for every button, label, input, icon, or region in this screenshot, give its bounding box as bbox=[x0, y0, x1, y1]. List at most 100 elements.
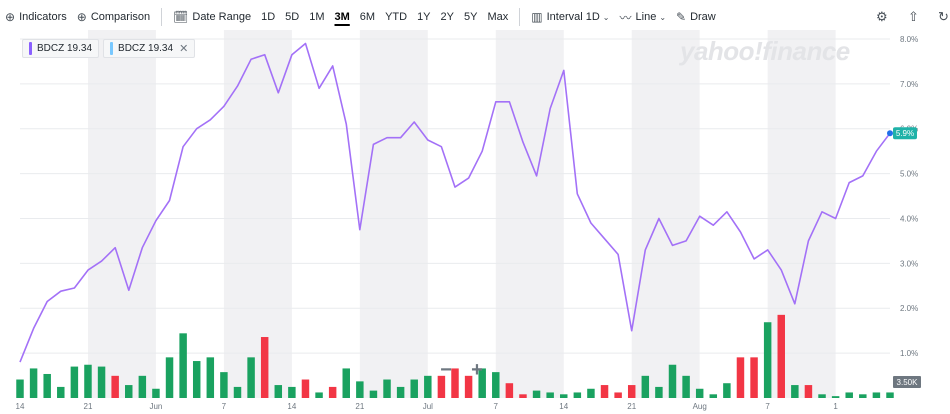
horizontal-gridlines bbox=[20, 38, 890, 354]
x-tick-label: Jul bbox=[423, 402, 433, 411]
candles-icon: ▥ bbox=[531, 10, 543, 24]
volume-bar bbox=[818, 394, 826, 398]
y-axis-ticks: 8.0%7.0%6.0%5.0%4.0%3.0%2.0%1.0% bbox=[900, 35, 918, 358]
indicators-button[interactable]: ⊕ Indicators bbox=[0, 6, 72, 28]
volume-bar bbox=[804, 385, 813, 398]
volume-bar bbox=[274, 385, 283, 398]
x-tick-label: 7 bbox=[222, 402, 227, 411]
plus-circle-icon: ⊕ bbox=[76, 10, 87, 24]
interval-dropdown[interactable]: ▥ Interval 1D ⌄ bbox=[526, 6, 614, 28]
volume-bar bbox=[342, 368, 350, 398]
date-range-button[interactable]: 🗓 Date Range bbox=[168, 6, 256, 28]
x-tick-label: 14 bbox=[559, 402, 568, 411]
x-tick-label: 7 bbox=[765, 402, 770, 411]
interval-value: 1D bbox=[585, 11, 600, 23]
volume-bar bbox=[437, 375, 446, 398]
price-line bbox=[19, 42, 893, 363]
range-ytd[interactable]: YTD bbox=[385, 11, 408, 23]
range-3m[interactable]: 3M bbox=[334, 11, 350, 23]
volume-bar bbox=[668, 364, 677, 398]
series-legend: BDCZ 19.34 BDCZ 19.34 ✕ bbox=[22, 39, 196, 58]
volume-bar bbox=[627, 385, 636, 398]
comparison-button[interactable]: ⊕ Comparison bbox=[72, 6, 155, 28]
volume-bar bbox=[505, 383, 514, 398]
draw-button[interactable]: ✎ Draw bbox=[671, 6, 721, 28]
y-tick-label: 5.0% bbox=[900, 170, 918, 179]
x-tick-label: 1 bbox=[833, 402, 838, 411]
volume-bar bbox=[328, 386, 337, 398]
volume-bar bbox=[532, 390, 541, 398]
volume-bar bbox=[315, 392, 323, 398]
range-1d[interactable]: 1D bbox=[261, 11, 276, 23]
volume-bar bbox=[736, 357, 745, 398]
last-price-badge: 5.9% bbox=[896, 129, 914, 138]
x-tick-label: Jun bbox=[149, 402, 162, 411]
volume-bar bbox=[763, 322, 772, 398]
volume-bar bbox=[152, 388, 160, 398]
volume-bar bbox=[220, 372, 228, 398]
x-tick-label: 21 bbox=[355, 402, 364, 411]
range-1y[interactable]: 1Y bbox=[417, 11, 431, 23]
volume-bar bbox=[831, 396, 840, 398]
volume-bar bbox=[410, 379, 418, 398]
legend-label: BDCZ 19.34 bbox=[118, 43, 174, 54]
range-6m[interactable]: 6M bbox=[359, 11, 376, 23]
chart-type-dropdown[interactable]: 〰 Line ⌄ bbox=[615, 6, 672, 28]
shaded-band bbox=[631, 30, 700, 398]
range-5y[interactable]: 5Y bbox=[464, 11, 478, 23]
settings-icon[interactable]: ⚙ bbox=[876, 9, 888, 24]
volume-bar bbox=[16, 379, 24, 398]
draw-label: Draw bbox=[690, 11, 716, 23]
y-tick-label: 1.0% bbox=[900, 349, 918, 358]
volume-bar bbox=[695, 388, 704, 398]
volume-bar bbox=[84, 364, 92, 398]
y-tick-label: 8.0% bbox=[900, 35, 918, 44]
volume-bar bbox=[777, 314, 785, 398]
volume-bar bbox=[682, 375, 690, 398]
volume-bar bbox=[709, 394, 718, 398]
range-max[interactable]: Max bbox=[487, 11, 509, 23]
share-icon[interactable]: ⇧ bbox=[908, 9, 919, 24]
refresh-icon[interactable]: ↻ bbox=[938, 9, 949, 24]
y-tick-label: 7.0% bbox=[900, 80, 918, 89]
volume-bar bbox=[791, 385, 799, 398]
volume-bar bbox=[560, 394, 568, 398]
volume-bar bbox=[125, 385, 133, 398]
volume-bar bbox=[641, 375, 650, 398]
chevron-down-icon: ⌄ bbox=[659, 12, 667, 22]
legend-chip-primary[interactable]: BDCZ 19.34 bbox=[22, 39, 100, 58]
volume-bar bbox=[492, 372, 500, 398]
volume-bars bbox=[16, 314, 894, 398]
range-5d[interactable]: 5D bbox=[285, 11, 300, 23]
comparison-label: Comparison bbox=[90, 11, 151, 23]
toolbar-divider bbox=[519, 8, 521, 26]
zoom-in-button[interactable]: + bbox=[471, 359, 483, 381]
price-series-line bbox=[19, 42, 891, 363]
legend-chip-secondary[interactable]: BDCZ 19.34 ✕ bbox=[103, 39, 196, 58]
range-1m[interactable]: 1M bbox=[309, 11, 325, 23]
volume-bar bbox=[750, 357, 758, 398]
close-icon[interactable]: ✕ bbox=[179, 43, 189, 55]
volume-bar bbox=[587, 388, 595, 398]
volume-bar bbox=[97, 366, 106, 398]
x-tick-label: 14 bbox=[287, 402, 296, 411]
volume-bar bbox=[179, 333, 187, 398]
volume-bar bbox=[519, 394, 527, 398]
plus-circle-icon: ⊕ bbox=[5, 10, 16, 24]
volume-bar bbox=[451, 368, 459, 398]
toolbar-divider bbox=[161, 8, 163, 26]
interval-label: Interval bbox=[546, 11, 583, 23]
volume-bar bbox=[872, 392, 881, 398]
range-2y[interactable]: 2Y bbox=[440, 11, 454, 23]
volume-bar bbox=[845, 392, 853, 398]
calendar-icon: 🗓 bbox=[173, 10, 189, 24]
volume-bar bbox=[464, 375, 473, 398]
shaded-band bbox=[87, 30, 156, 398]
y-tick-label: 3.0% bbox=[900, 259, 918, 268]
volume-bar bbox=[260, 337, 269, 398]
zoom-out-button[interactable]: − bbox=[440, 359, 452, 381]
volume-bar bbox=[614, 392, 622, 398]
shaded-band bbox=[495, 30, 564, 398]
volume-bar bbox=[233, 386, 242, 398]
